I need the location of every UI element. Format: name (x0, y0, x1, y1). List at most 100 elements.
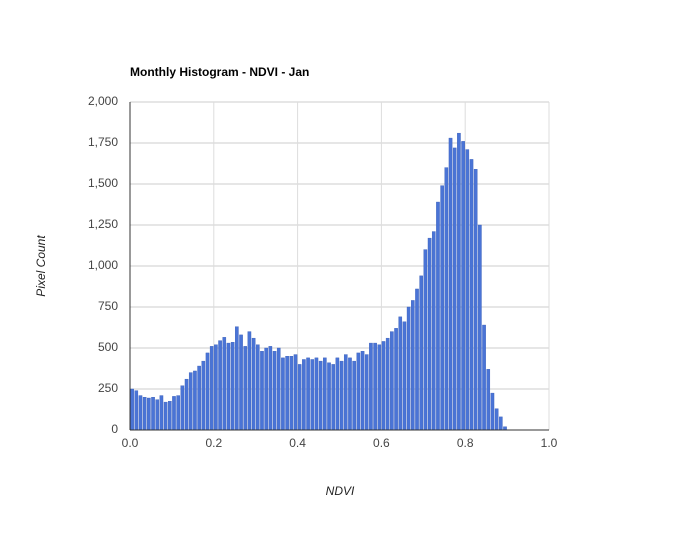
y-tick-label: 1,250 (88, 217, 118, 231)
bar (461, 141, 465, 431)
bar (289, 356, 294, 431)
bar (486, 369, 491, 431)
bar (373, 342, 377, 431)
bar (260, 351, 264, 431)
bar (159, 395, 164, 431)
y-tick-label: 250 (98, 381, 118, 395)
bar (457, 132, 461, 431)
y-tick-label: 0 (111, 422, 118, 436)
bar (339, 360, 344, 431)
bar (423, 249, 428, 431)
bar (482, 324, 486, 431)
bar (297, 364, 302, 431)
bar (331, 364, 336, 431)
bar (172, 396, 176, 431)
bar (473, 169, 478, 431)
x-tick-label: 0.8 (457, 436, 474, 450)
bar (151, 397, 155, 431)
bar (222, 337, 227, 431)
bar (235, 326, 239, 431)
bar (168, 401, 172, 431)
bar (218, 340, 222, 431)
x-tick-label: 1.0 (541, 436, 558, 450)
bar (276, 347, 281, 431)
bar (444, 167, 449, 431)
x-tick-label: 0.0 (122, 436, 139, 450)
bar (343, 354, 348, 431)
bar (360, 351, 365, 431)
bar (436, 201, 440, 431)
bar (184, 378, 189, 431)
x-tick-label: 0.4 (289, 436, 306, 450)
bar (201, 360, 206, 431)
bar (394, 328, 398, 431)
bar (193, 370, 197, 431)
bar (197, 365, 201, 431)
bar (163, 401, 168, 431)
y-tick-label: 1,750 (88, 135, 118, 149)
bar (142, 397, 147, 431)
bar (302, 359, 306, 431)
bar (239, 334, 243, 431)
bar (440, 185, 444, 431)
y-tick-label: 750 (98, 299, 118, 313)
bar (390, 331, 394, 431)
bar (188, 372, 193, 431)
bar (314, 357, 319, 431)
bar (147, 397, 151, 431)
bar (385, 337, 390, 431)
bar (335, 357, 340, 431)
bar (465, 149, 470, 431)
bar (377, 344, 382, 431)
bar (176, 395, 180, 431)
bar (478, 224, 482, 431)
bar (209, 346, 214, 431)
bar (427, 237, 432, 431)
bar (415, 288, 419, 431)
bar (226, 342, 231, 431)
bar (230, 342, 235, 431)
bar (499, 416, 503, 431)
bar (323, 357, 327, 431)
bar (402, 321, 407, 431)
bar (327, 362, 331, 431)
bar (264, 347, 268, 431)
bar (214, 344, 218, 431)
bar (134, 390, 139, 431)
bar (285, 356, 289, 431)
y-tick-label: 2,000 (88, 94, 118, 108)
x-tick-label: 0.2 (205, 436, 222, 450)
bar (138, 395, 143, 431)
bar (281, 357, 285, 431)
bar (352, 360, 356, 431)
bar (406, 306, 411, 431)
bar (452, 147, 457, 431)
bar (306, 357, 310, 431)
bar (356, 352, 361, 431)
bar (130, 388, 134, 431)
y-tick-label: 1,000 (88, 258, 118, 272)
x-axis-title: NDVI (326, 484, 355, 498)
bar (369, 342, 373, 431)
y-tick-label: 1,500 (88, 176, 118, 190)
bar (243, 346, 248, 431)
bar (411, 300, 415, 431)
bar (398, 316, 403, 431)
bar (272, 351, 277, 431)
bar (490, 392, 495, 431)
bar (431, 231, 436, 431)
bar (448, 137, 453, 431)
bar (293, 354, 298, 431)
bar (205, 352, 210, 431)
bar (381, 341, 386, 431)
y-axis-title: Pixel Count (34, 235, 48, 297)
bar (251, 337, 256, 431)
bar (348, 357, 352, 431)
x-tick-label: 0.6 (373, 436, 390, 450)
bar (256, 344, 260, 431)
bar (469, 159, 474, 431)
bar (318, 360, 323, 431)
chart-title: Monthly Histogram - NDVI - Jan (130, 65, 309, 79)
bar (310, 359, 315, 431)
